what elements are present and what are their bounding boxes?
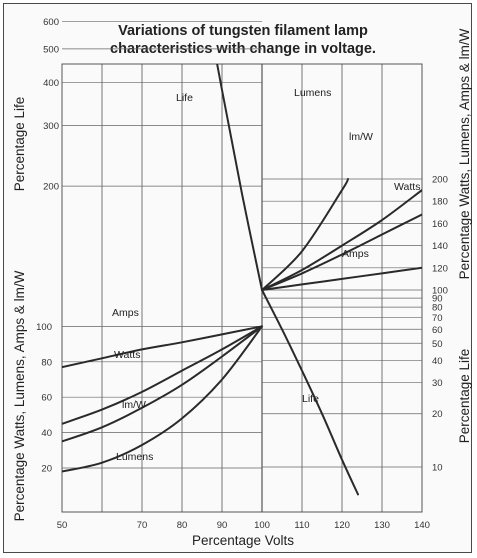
label-life-left: Life: [176, 92, 193, 104]
right-life-tick-label: 80: [432, 303, 443, 314]
x-tick-label: 100: [254, 520, 270, 531]
label-lumens-left: Lumens: [116, 451, 153, 463]
right-life-curve: [261, 289, 359, 496]
x-tick-label: 90: [217, 520, 228, 531]
right-lumens-curve: [261, 178, 349, 291]
label-watts-right: Watts: [394, 181, 420, 193]
plot-border: [61, 63, 423, 513]
label-lumens-right: Lumens: [294, 87, 331, 99]
right-life-tick-label: 30: [432, 378, 443, 389]
left-watts-curve: [62, 325, 263, 425]
right-life-tick-label: 10: [432, 463, 443, 474]
left-axis-title-life: Percentage Life: [12, 97, 27, 192]
right-lm-w-curve: [261, 189, 422, 291]
right-life-tick-label: 60: [432, 325, 443, 336]
label-lmw-left: lm/W: [122, 399, 146, 411]
left-life-tick-label: 200: [43, 182, 59, 193]
right-watts-tick-label: 160: [432, 219, 448, 230]
right-life-tick-label: 100: [432, 286, 448, 297]
right-watts-tick-label: 120: [432, 263, 448, 274]
right-life-tick-label: 50: [432, 339, 443, 350]
left-amps-curve: [62, 325, 263, 369]
left-watts-tick-label: 100: [36, 322, 52, 333]
right-amps-curve: [261, 266, 422, 291]
x-tick-label: 80: [177, 520, 188, 531]
chart-frame: Variations of tungsten filament lamp cha…: [3, 3, 472, 553]
left-life-tick-label: 400: [43, 78, 59, 89]
left-lm-w-curve: [62, 325, 263, 443]
x-tick-label: 130: [374, 520, 390, 531]
curve-labels: Amps Watts lm/W Lumens Life Lumens lm/W Watts Am…: [112, 87, 420, 463]
x-tick-label: 50: [57, 520, 68, 531]
left-life-tick-label: 600: [43, 17, 59, 28]
x-tick-label: 110: [294, 520, 309, 531]
left-watts-tick-label: 80: [41, 357, 52, 368]
right-axis-title-watts: Percentage Watts, Lumens, Amps & lm/W: [457, 28, 472, 279]
left-life-tick-label: 300: [43, 121, 59, 132]
right-life-tick-label: 70: [432, 313, 443, 324]
right-watts-tick-label: 200: [432, 175, 448, 186]
label-life-right: Life: [302, 393, 319, 405]
right-life-tick-label: 90: [432, 294, 443, 305]
right-life-tick-label: 20: [432, 409, 443, 420]
tick-labels: 5070809010011012013014020030040050060070…: [36, 4, 448, 531]
label-lmw-right: lm/W: [349, 131, 373, 143]
left-life-tick-label: 500: [43, 44, 59, 55]
right-watts-tick-label: 140: [432, 241, 448, 252]
label-amps-left: Amps: [112, 307, 139, 319]
x-axis-title: Percentage Volts: [192, 533, 294, 548]
tungsten-lamp-chart: Variations of tungsten filament lamp cha…: [12, 4, 472, 548]
right-axis-title-life: Percentage Life: [457, 349, 472, 444]
right-watts-tick-label: 180: [432, 197, 448, 208]
label-amps-right: Amps: [342, 248, 369, 260]
right-watts-curve: [261, 213, 422, 291]
chart-title-line-1: Variations of tungsten filament lamp: [118, 23, 368, 39]
right-life-tick-label: 40: [432, 356, 443, 367]
left-axis-title-watts: Percentage Watts, Lumens, Amps & lm/W: [12, 270, 27, 521]
x-tick-label: 70: [137, 520, 148, 531]
x-tick-label: 140: [414, 520, 430, 531]
label-watts-left: Watts: [114, 349, 140, 361]
left-life-tick-label: 700: [43, 4, 59, 5]
left-lumens-curve: [62, 325, 263, 473]
curves: [62, 64, 422, 496]
left-watts-tick-label: 40: [41, 428, 52, 439]
x-tick-label: 120: [334, 520, 350, 531]
left-watts-tick-label: 20: [41, 464, 52, 475]
left-life-curve: [216, 64, 263, 291]
left-watts-tick-label: 60: [41, 393, 52, 404]
